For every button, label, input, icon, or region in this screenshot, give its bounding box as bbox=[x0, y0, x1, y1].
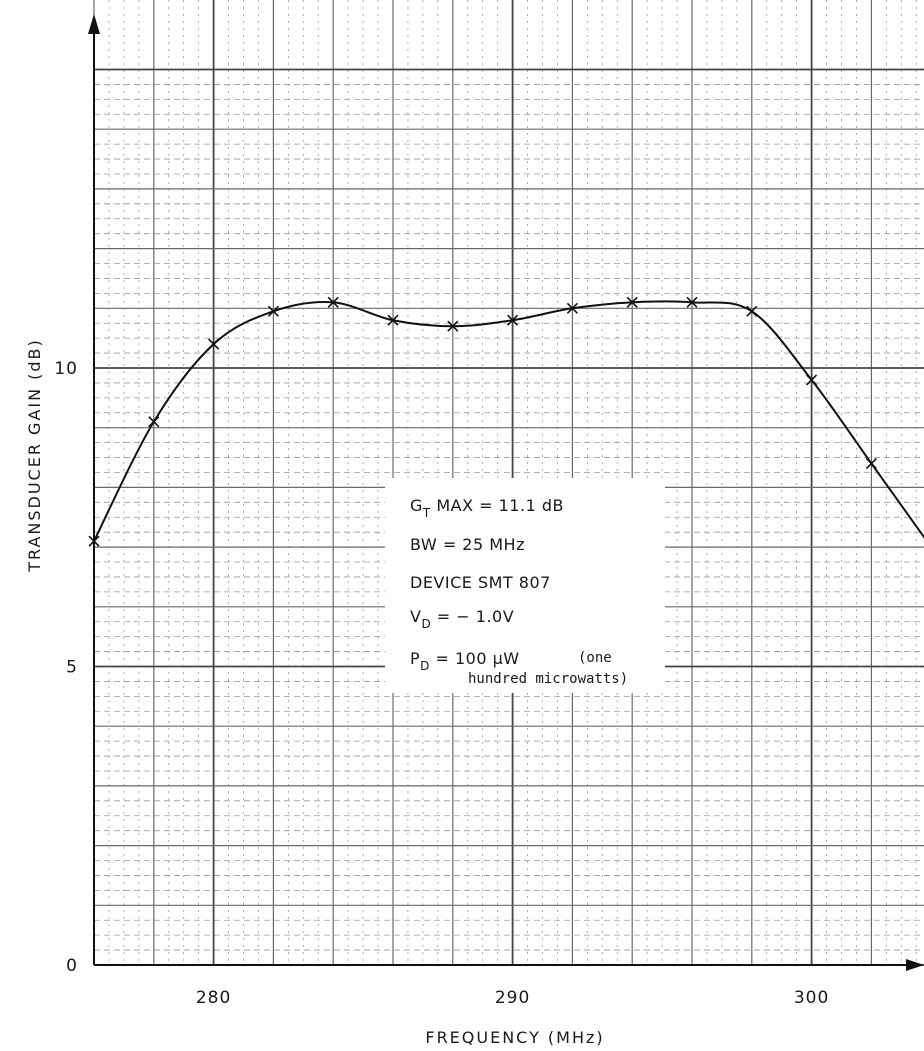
x-tick-label: 300 bbox=[794, 988, 829, 1008]
y-tick-labels: 0 5 10 bbox=[54, 359, 78, 976]
annotation-pd-rest: = 100 μW bbox=[430, 649, 520, 668]
y-tick-label: 5 bbox=[66, 658, 78, 678]
annotation-pd-main: P bbox=[410, 649, 420, 668]
annotation-vd-sub: D bbox=[421, 617, 431, 631]
annotation-gt-rest: MAX = 11.1 dB bbox=[431, 496, 564, 515]
y-axis-title: TRANSDUCER GAIN (dB) bbox=[25, 338, 44, 573]
data-point bbox=[387, 314, 399, 326]
annotation-line-pd: PD = 100 μW bbox=[410, 649, 520, 673]
annotation-pd-note-b: hundred microwatts) bbox=[468, 671, 628, 687]
data-point bbox=[566, 302, 578, 314]
data-point bbox=[208, 338, 220, 350]
axes bbox=[88, 14, 924, 971]
x-axis-arrow bbox=[906, 959, 924, 971]
annotation-gt-main: G bbox=[410, 496, 423, 515]
y-axis-arrow bbox=[88, 14, 100, 34]
spec-annotation-box: GT MAX = 11.1 dB BW = 25 MHz DEVICE SMT … bbox=[385, 478, 665, 693]
annotation-background bbox=[385, 478, 665, 693]
annotation-vd-rest: = − 1.0V bbox=[431, 607, 514, 626]
data-point bbox=[686, 296, 698, 308]
y-tick-label: 0 bbox=[66, 956, 78, 976]
data-point bbox=[267, 305, 279, 317]
data-point bbox=[806, 374, 818, 386]
data-point bbox=[865, 457, 877, 470]
annotation-line-device: DEVICE SMT 807 bbox=[410, 573, 551, 592]
x-axis-title: FREQUENCY (MHz) bbox=[425, 1028, 604, 1047]
y-tick-label: 10 bbox=[54, 359, 78, 379]
x-tick-label: 280 bbox=[196, 988, 231, 1008]
annotation-line-vd: VD = − 1.0V bbox=[410, 607, 514, 631]
data-point bbox=[746, 305, 758, 317]
annotation-pd-note-a: (one bbox=[578, 650, 612, 666]
data-point bbox=[626, 296, 638, 308]
data-point bbox=[447, 320, 459, 332]
data-point bbox=[327, 296, 339, 308]
x-tick-label: 290 bbox=[495, 988, 530, 1008]
data-point bbox=[507, 314, 519, 326]
data-point bbox=[88, 535, 100, 547]
annotation-pd-sub: D bbox=[420, 659, 430, 673]
gain-series bbox=[88, 296, 924, 547]
annotation-gt-sub: T bbox=[422, 506, 431, 520]
data-point bbox=[148, 416, 160, 428]
annotation-line-bw: BW = 25 MHz bbox=[410, 535, 525, 554]
annotation-line-gt: GT MAX = 11.1 dB bbox=[410, 496, 564, 520]
annotation-vd-main: V bbox=[410, 607, 421, 626]
x-tick-labels: 280 290 300 bbox=[196, 988, 829, 1008]
